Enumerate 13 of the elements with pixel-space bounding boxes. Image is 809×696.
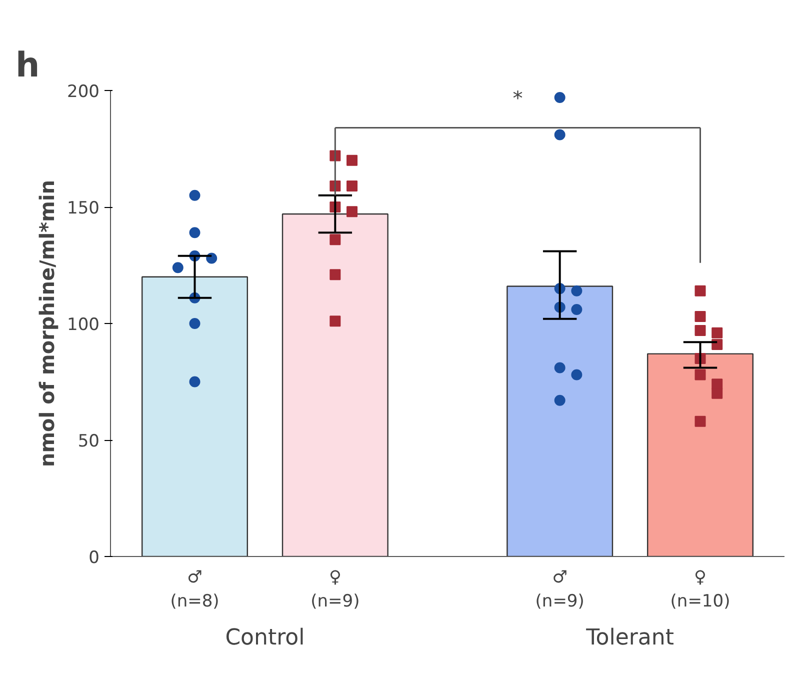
x-tick-label: ♂ (n=9) — [535, 568, 584, 612]
y-axis-title: nmol of morphine/ml*min — [35, 180, 60, 468]
x-tick-label: ♀ (n=10) — [670, 568, 730, 612]
y-tick-label: 0 — [88, 548, 100, 568]
y-tick-label: 200 — [67, 82, 100, 102]
y-tick-label: 150 — [67, 198, 100, 218]
y-tick-label: 50 — [78, 432, 100, 452]
text: Control — [225, 626, 305, 650]
y-tick-label: 100 — [67, 315, 100, 335]
chart-title: h — [16, 46, 40, 86]
x-tick-label: ♀ (n=9) — [310, 568, 360, 612]
x-tick-label: ♂ (n=8) — [170, 568, 220, 612]
text: Tolerant — [585, 626, 674, 650]
